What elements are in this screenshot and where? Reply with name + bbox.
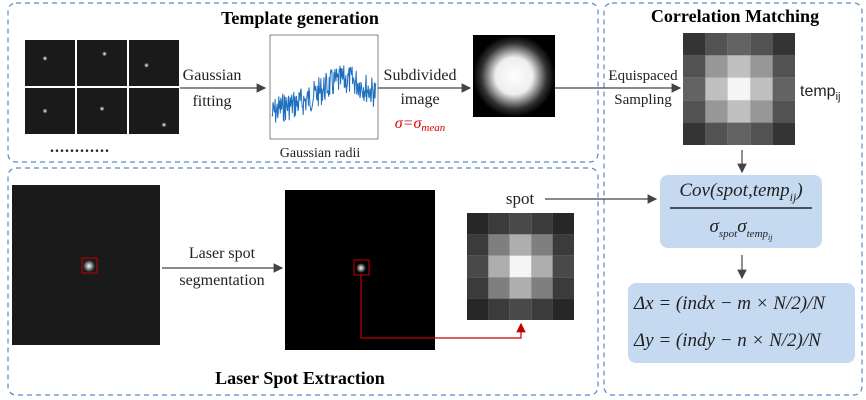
pixel [728,55,750,77]
label: Gaussian radii [280,146,361,161]
pixel [705,78,727,100]
thumbnail [129,88,179,134]
spot-label: spot [506,189,535,208]
pixel [510,234,531,255]
sigma-sub: mean [421,122,445,134]
thumbnail [77,40,127,86]
den-subsub: ij [768,233,773,242]
numerator: Cov(spot,tempij) [679,180,802,204]
dx-formula: Δx = (indx − m × N/2)/N [633,293,826,314]
label: Gaussian [183,67,242,84]
diagram: Template generation ............ Gaussia… [0,0,866,400]
template-label: tempij [800,83,840,103]
thumb-spot [162,122,167,127]
panel-title: Correlation Matching [651,6,819,26]
pixel [553,299,574,320]
pixel [531,213,552,234]
pixel [488,213,509,234]
pixel [553,256,574,277]
pixel [750,55,772,77]
label: segmentation [179,272,264,289]
pixel [683,55,705,77]
label: Sampling [614,92,672,108]
thumb-spot [43,109,48,114]
pixel [750,123,772,145]
pixel [683,78,705,100]
pixel [510,277,531,298]
num-main: Cov(spot,temp [679,180,789,201]
pixel [773,78,795,100]
pixel [683,33,705,55]
label: fitting [192,93,231,110]
num-end: ) [795,180,802,201]
pixel [510,299,531,320]
den-sub1: spot [719,228,738,240]
pixel [553,213,574,234]
radii-plot [270,35,378,139]
pixel [705,123,727,145]
pixel [531,234,552,255]
pixel [531,256,552,277]
ellipsis: ............ [50,139,110,156]
spot-grid [467,213,574,320]
pixel [467,277,488,298]
pixel [467,234,488,255]
pixel [728,100,750,122]
laser-spot [83,260,95,272]
pixel [773,55,795,77]
pixel [683,100,705,122]
thumbnail [25,88,75,134]
pixel [705,100,727,122]
thumb-spot [43,56,48,61]
label: Laser spot [189,245,256,262]
label: Subdivided [384,67,457,84]
pixel [683,123,705,145]
pixel [467,256,488,277]
pixel [488,234,509,255]
gaussian-image [473,35,555,117]
pixel [553,234,574,255]
thumbnail [129,40,179,86]
pixel [750,78,772,100]
pixel [553,277,574,298]
pixel [728,78,750,100]
den-sub2: temp [747,228,769,240]
pixel [728,33,750,55]
label: image [400,91,439,108]
pixel [773,33,795,55]
pixel [705,33,727,55]
pixel [488,256,509,277]
pixel [531,277,552,298]
laser-spot [356,263,366,273]
pixel [750,33,772,55]
panel-title: Laser Spot Extraction [215,368,385,388]
pixel [773,123,795,145]
pixel [705,55,727,77]
template-sub: ij [836,91,841,103]
pixel [467,213,488,234]
thumbnail [25,40,75,86]
pixel [510,256,531,277]
pixel [750,100,772,122]
pixel [467,299,488,320]
sigma-lhs: σ=σ [395,115,423,132]
pixel [488,299,509,320]
pixel [531,299,552,320]
panel-title: Template generation [221,8,379,28]
template-grid [683,33,795,145]
thumb-spot [102,51,107,56]
sigma: σ=σmean [395,115,446,134]
pixel [728,123,750,145]
pixel [773,100,795,122]
dy-formula: Δy = (indy − n × N/2)/N [633,330,822,351]
label: Equispaced [608,68,678,84]
template-main: temp [800,83,836,100]
pixel [510,213,531,234]
thumb-spot [100,106,105,111]
pixel [488,277,509,298]
spot-images [25,40,179,134]
thumb-spot [144,63,149,68]
